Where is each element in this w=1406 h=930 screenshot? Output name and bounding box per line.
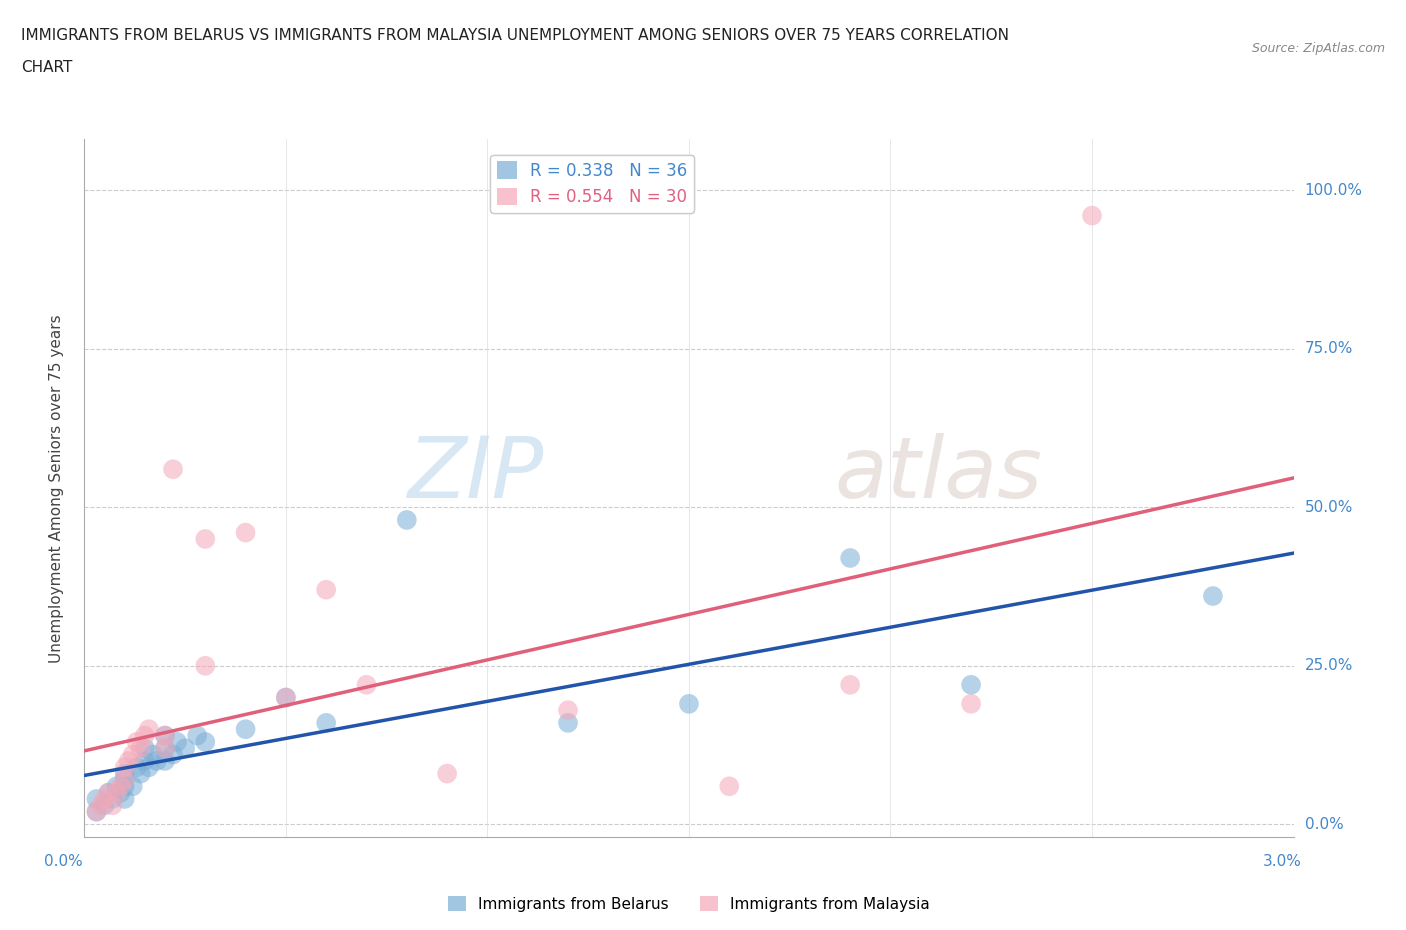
Point bbox=[134, 741, 156, 756]
Point bbox=[129, 741, 152, 756]
Point bbox=[395, 512, 418, 527]
Point bbox=[839, 551, 862, 565]
Point bbox=[138, 722, 160, 737]
Point bbox=[274, 690, 297, 705]
Point bbox=[960, 697, 983, 711]
Point bbox=[86, 804, 108, 819]
Point bbox=[125, 760, 148, 775]
Text: ZIP: ZIP bbox=[408, 432, 544, 516]
Point bbox=[142, 747, 165, 762]
Point bbox=[162, 747, 184, 762]
Text: 3.0%: 3.0% bbox=[1263, 855, 1302, 870]
Point bbox=[146, 753, 169, 768]
Point bbox=[153, 741, 176, 756]
Text: atlas: atlas bbox=[834, 432, 1042, 516]
Point bbox=[134, 753, 156, 768]
Point bbox=[194, 532, 217, 547]
Text: 75.0%: 75.0% bbox=[1305, 341, 1353, 356]
Point bbox=[101, 798, 124, 813]
Point bbox=[557, 703, 579, 718]
Point bbox=[557, 715, 579, 730]
Point bbox=[114, 778, 136, 793]
Point bbox=[110, 778, 132, 793]
Point bbox=[235, 525, 257, 540]
Point bbox=[114, 766, 136, 781]
Legend: R = 0.338   N = 36, R = 0.554   N = 30: R = 0.338 N = 36, R = 0.554 N = 30 bbox=[491, 154, 695, 213]
Point bbox=[86, 804, 108, 819]
Point bbox=[153, 741, 176, 756]
Point bbox=[960, 677, 983, 692]
Point bbox=[110, 785, 132, 800]
Text: 0.0%: 0.0% bbox=[1305, 817, 1343, 831]
Point bbox=[315, 715, 337, 730]
Point bbox=[1081, 208, 1104, 223]
Point bbox=[166, 735, 188, 750]
Point bbox=[129, 766, 152, 781]
Legend: Immigrants from Belarus, Immigrants from Malaysia: Immigrants from Belarus, Immigrants from… bbox=[441, 889, 936, 918]
Point bbox=[105, 778, 128, 793]
Point bbox=[114, 773, 136, 788]
Point bbox=[235, 722, 257, 737]
Point bbox=[93, 791, 115, 806]
Point bbox=[356, 677, 378, 692]
Text: Source: ZipAtlas.com: Source: ZipAtlas.com bbox=[1251, 42, 1385, 55]
Point bbox=[839, 677, 862, 692]
Point bbox=[101, 791, 124, 806]
Point bbox=[1202, 589, 1225, 604]
Text: 0.0%: 0.0% bbox=[44, 855, 83, 870]
Y-axis label: Unemployment Among Seniors over 75 years: Unemployment Among Seniors over 75 years bbox=[49, 314, 63, 662]
Text: IMMIGRANTS FROM BELARUS VS IMMIGRANTS FROM MALAYSIA UNEMPLOYMENT AMONG SENIORS O: IMMIGRANTS FROM BELARUS VS IMMIGRANTS FR… bbox=[21, 28, 1010, 43]
Point bbox=[153, 728, 176, 743]
Point bbox=[86, 791, 108, 806]
Point bbox=[121, 747, 143, 762]
Point bbox=[194, 735, 217, 750]
Point bbox=[97, 785, 120, 800]
Point bbox=[194, 658, 217, 673]
Text: 100.0%: 100.0% bbox=[1305, 182, 1362, 198]
Point bbox=[678, 697, 700, 711]
Point bbox=[162, 462, 184, 477]
Point bbox=[121, 778, 143, 793]
Point bbox=[436, 766, 458, 781]
Point bbox=[153, 753, 176, 768]
Point bbox=[274, 690, 297, 705]
Point bbox=[174, 741, 197, 756]
Text: 50.0%: 50.0% bbox=[1305, 499, 1353, 515]
Point bbox=[114, 791, 136, 806]
Point bbox=[153, 728, 176, 743]
Point bbox=[186, 728, 208, 743]
Text: CHART: CHART bbox=[21, 60, 73, 75]
Point bbox=[118, 753, 141, 768]
Point bbox=[315, 582, 337, 597]
Point bbox=[89, 798, 111, 813]
Point bbox=[97, 785, 120, 800]
Point bbox=[718, 778, 741, 793]
Point bbox=[134, 728, 156, 743]
Text: 25.0%: 25.0% bbox=[1305, 658, 1353, 673]
Point bbox=[105, 785, 128, 800]
Point bbox=[93, 798, 115, 813]
Point bbox=[138, 760, 160, 775]
Point bbox=[114, 760, 136, 775]
Point bbox=[114, 773, 136, 788]
Point bbox=[125, 735, 148, 750]
